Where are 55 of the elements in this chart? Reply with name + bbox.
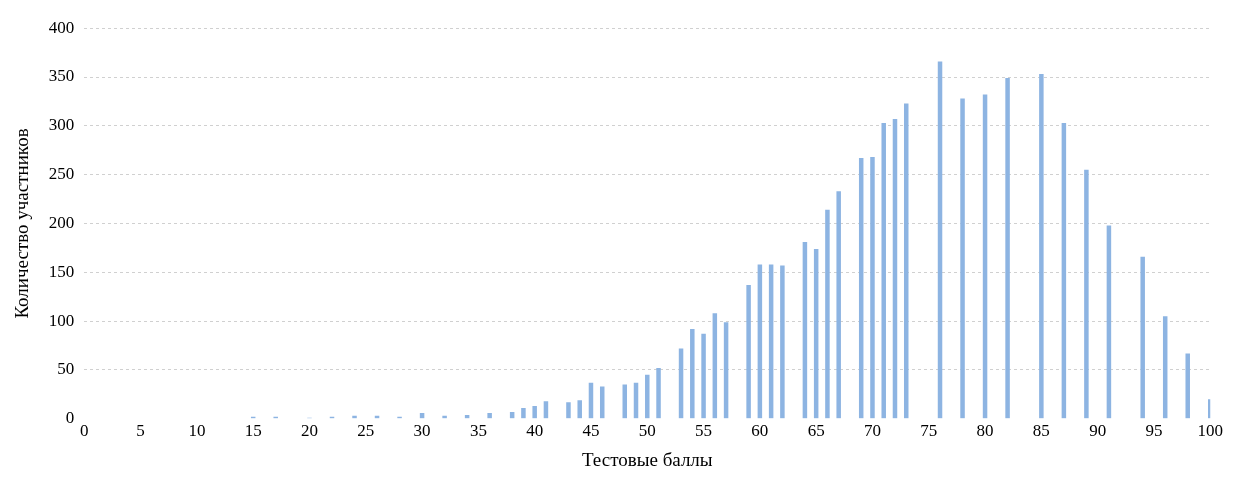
bar xyxy=(960,98,965,419)
x-tick-label: 95 xyxy=(1145,421,1163,441)
bar xyxy=(881,122,886,419)
bar xyxy=(1140,256,1145,419)
x-tick-label: 40 xyxy=(526,421,544,441)
y-tick-label: 300 xyxy=(48,115,75,135)
x-tick-label: 15 xyxy=(244,421,262,441)
bar xyxy=(836,191,841,419)
x-tick-label: 80 xyxy=(976,421,994,441)
bar xyxy=(1005,78,1010,419)
x-tick-label: 100 xyxy=(1197,421,1223,441)
x-tick-label: 10 xyxy=(188,421,206,441)
bar xyxy=(645,374,650,419)
x-tick-label: 75 xyxy=(920,421,938,441)
y-tick-label: 400 xyxy=(48,17,75,37)
x-tick-label: 70 xyxy=(863,421,881,441)
bar xyxy=(487,412,492,419)
bar xyxy=(690,328,695,419)
bar xyxy=(870,157,875,419)
y-tick-label: 200 xyxy=(48,212,75,232)
bar xyxy=(1039,74,1044,419)
bar xyxy=(1084,169,1089,419)
x-tick-label: 60 xyxy=(751,421,769,441)
bar xyxy=(577,400,582,419)
bar xyxy=(521,408,526,419)
y-tick-label: 0 xyxy=(65,408,75,428)
bar xyxy=(825,209,830,419)
x-tick-label: 85 xyxy=(1032,421,1050,441)
x-tick-label: 35 xyxy=(469,421,487,441)
bar xyxy=(532,406,537,419)
y-tick-label: 250 xyxy=(48,164,75,184)
bar xyxy=(701,333,706,419)
y-tick-label: 150 xyxy=(48,261,75,281)
x-tick-label: 55 xyxy=(695,421,713,441)
bar xyxy=(746,285,751,419)
bar xyxy=(1185,353,1190,419)
x-axis-title: Тестовые баллы xyxy=(581,448,713,470)
x-tick-label: 5 xyxy=(136,421,145,441)
x-tick-label: 25 xyxy=(357,421,375,441)
x-tick-label: 90 xyxy=(1089,421,1107,441)
bar xyxy=(656,368,661,419)
bar xyxy=(442,415,447,419)
y-tick-label: 100 xyxy=(48,310,75,330)
bar xyxy=(566,402,571,419)
y-tick-label: 350 xyxy=(48,66,75,86)
bar xyxy=(780,265,785,419)
y-axis-title: Количество участников xyxy=(11,128,33,319)
x-tick-label: 45 xyxy=(582,421,600,441)
bar xyxy=(352,415,357,419)
x-tick-label: 50 xyxy=(638,421,656,441)
x-tick-label: 30 xyxy=(413,421,431,441)
x-tick-label: 20 xyxy=(300,421,318,441)
x-tick-label: 65 xyxy=(807,421,825,441)
x-tick-label: 0 xyxy=(80,421,89,441)
y-tick-label: 50 xyxy=(57,359,75,379)
